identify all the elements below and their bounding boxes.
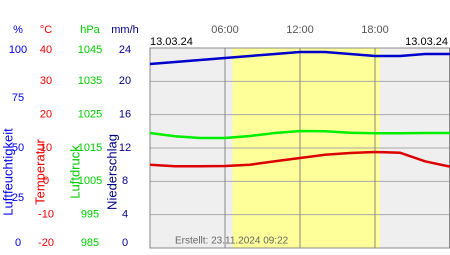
x-tick-label: 12:00 bbox=[286, 24, 314, 36]
y-tick-label: 8 bbox=[122, 175, 128, 187]
series-line bbox=[149, 129, 450, 140]
y-tick-label: 1045 bbox=[78, 44, 102, 56]
axis-unit: mm/h bbox=[111, 24, 139, 36]
date-right: 13.03.24 bbox=[405, 36, 448, 48]
y-tick-label: 25 bbox=[12, 192, 24, 204]
y-tick-label: 20 bbox=[119, 75, 131, 87]
y-tick-label: 100 bbox=[9, 44, 27, 56]
y-tick-label: 1025 bbox=[78, 109, 102, 121]
y-tick-label: 0 bbox=[122, 237, 128, 249]
y-tick-label: 1015 bbox=[78, 142, 102, 154]
y-tick-label: 40 bbox=[40, 44, 52, 56]
y-tick-label: 50 bbox=[12, 142, 24, 154]
y-tick-label: -10 bbox=[38, 209, 54, 221]
axis-label: Niederschlag bbox=[104, 134, 119, 210]
series-line bbox=[149, 150, 450, 168]
footer: Erstellt: 23.11.2024 09:22 bbox=[175, 236, 289, 247]
y-tick-label: 10 bbox=[40, 142, 52, 154]
y-tick-label: -20 bbox=[38, 237, 54, 249]
y-tick-label: 1005 bbox=[78, 175, 102, 187]
y-tick-label: 0 bbox=[43, 175, 49, 187]
y-tick-label: 0 bbox=[15, 237, 21, 249]
axis-unit: °C bbox=[40, 24, 52, 36]
x-tick-label: 18:00 bbox=[361, 24, 389, 36]
y-tick-label: 30 bbox=[40, 75, 52, 87]
axis-unit: % bbox=[13, 24, 23, 36]
y-tick-label: 4 bbox=[122, 209, 128, 221]
axis-unit: hPa bbox=[80, 24, 100, 36]
axis-label: Luftdruck bbox=[67, 145, 82, 199]
y-tick-label: 985 bbox=[81, 237, 99, 249]
y-tick-label: 20 bbox=[40, 109, 52, 121]
axis-label: Luftfeuchtigkeit bbox=[0, 128, 15, 216]
axis-label: Temperatur bbox=[32, 138, 47, 204]
date-left: 13.03.24 bbox=[150, 36, 193, 48]
y-tick-label: 1035 bbox=[78, 75, 102, 87]
x-tick-label: 06:00 bbox=[211, 24, 239, 36]
y-tick-label: 16 bbox=[119, 109, 131, 121]
y-tick-label: 75 bbox=[12, 92, 24, 104]
y-tick-label: 12 bbox=[119, 142, 131, 154]
series-line bbox=[149, 50, 450, 66]
y-tick-label: 995 bbox=[81, 209, 99, 221]
y-tick-label: 24 bbox=[119, 44, 131, 56]
